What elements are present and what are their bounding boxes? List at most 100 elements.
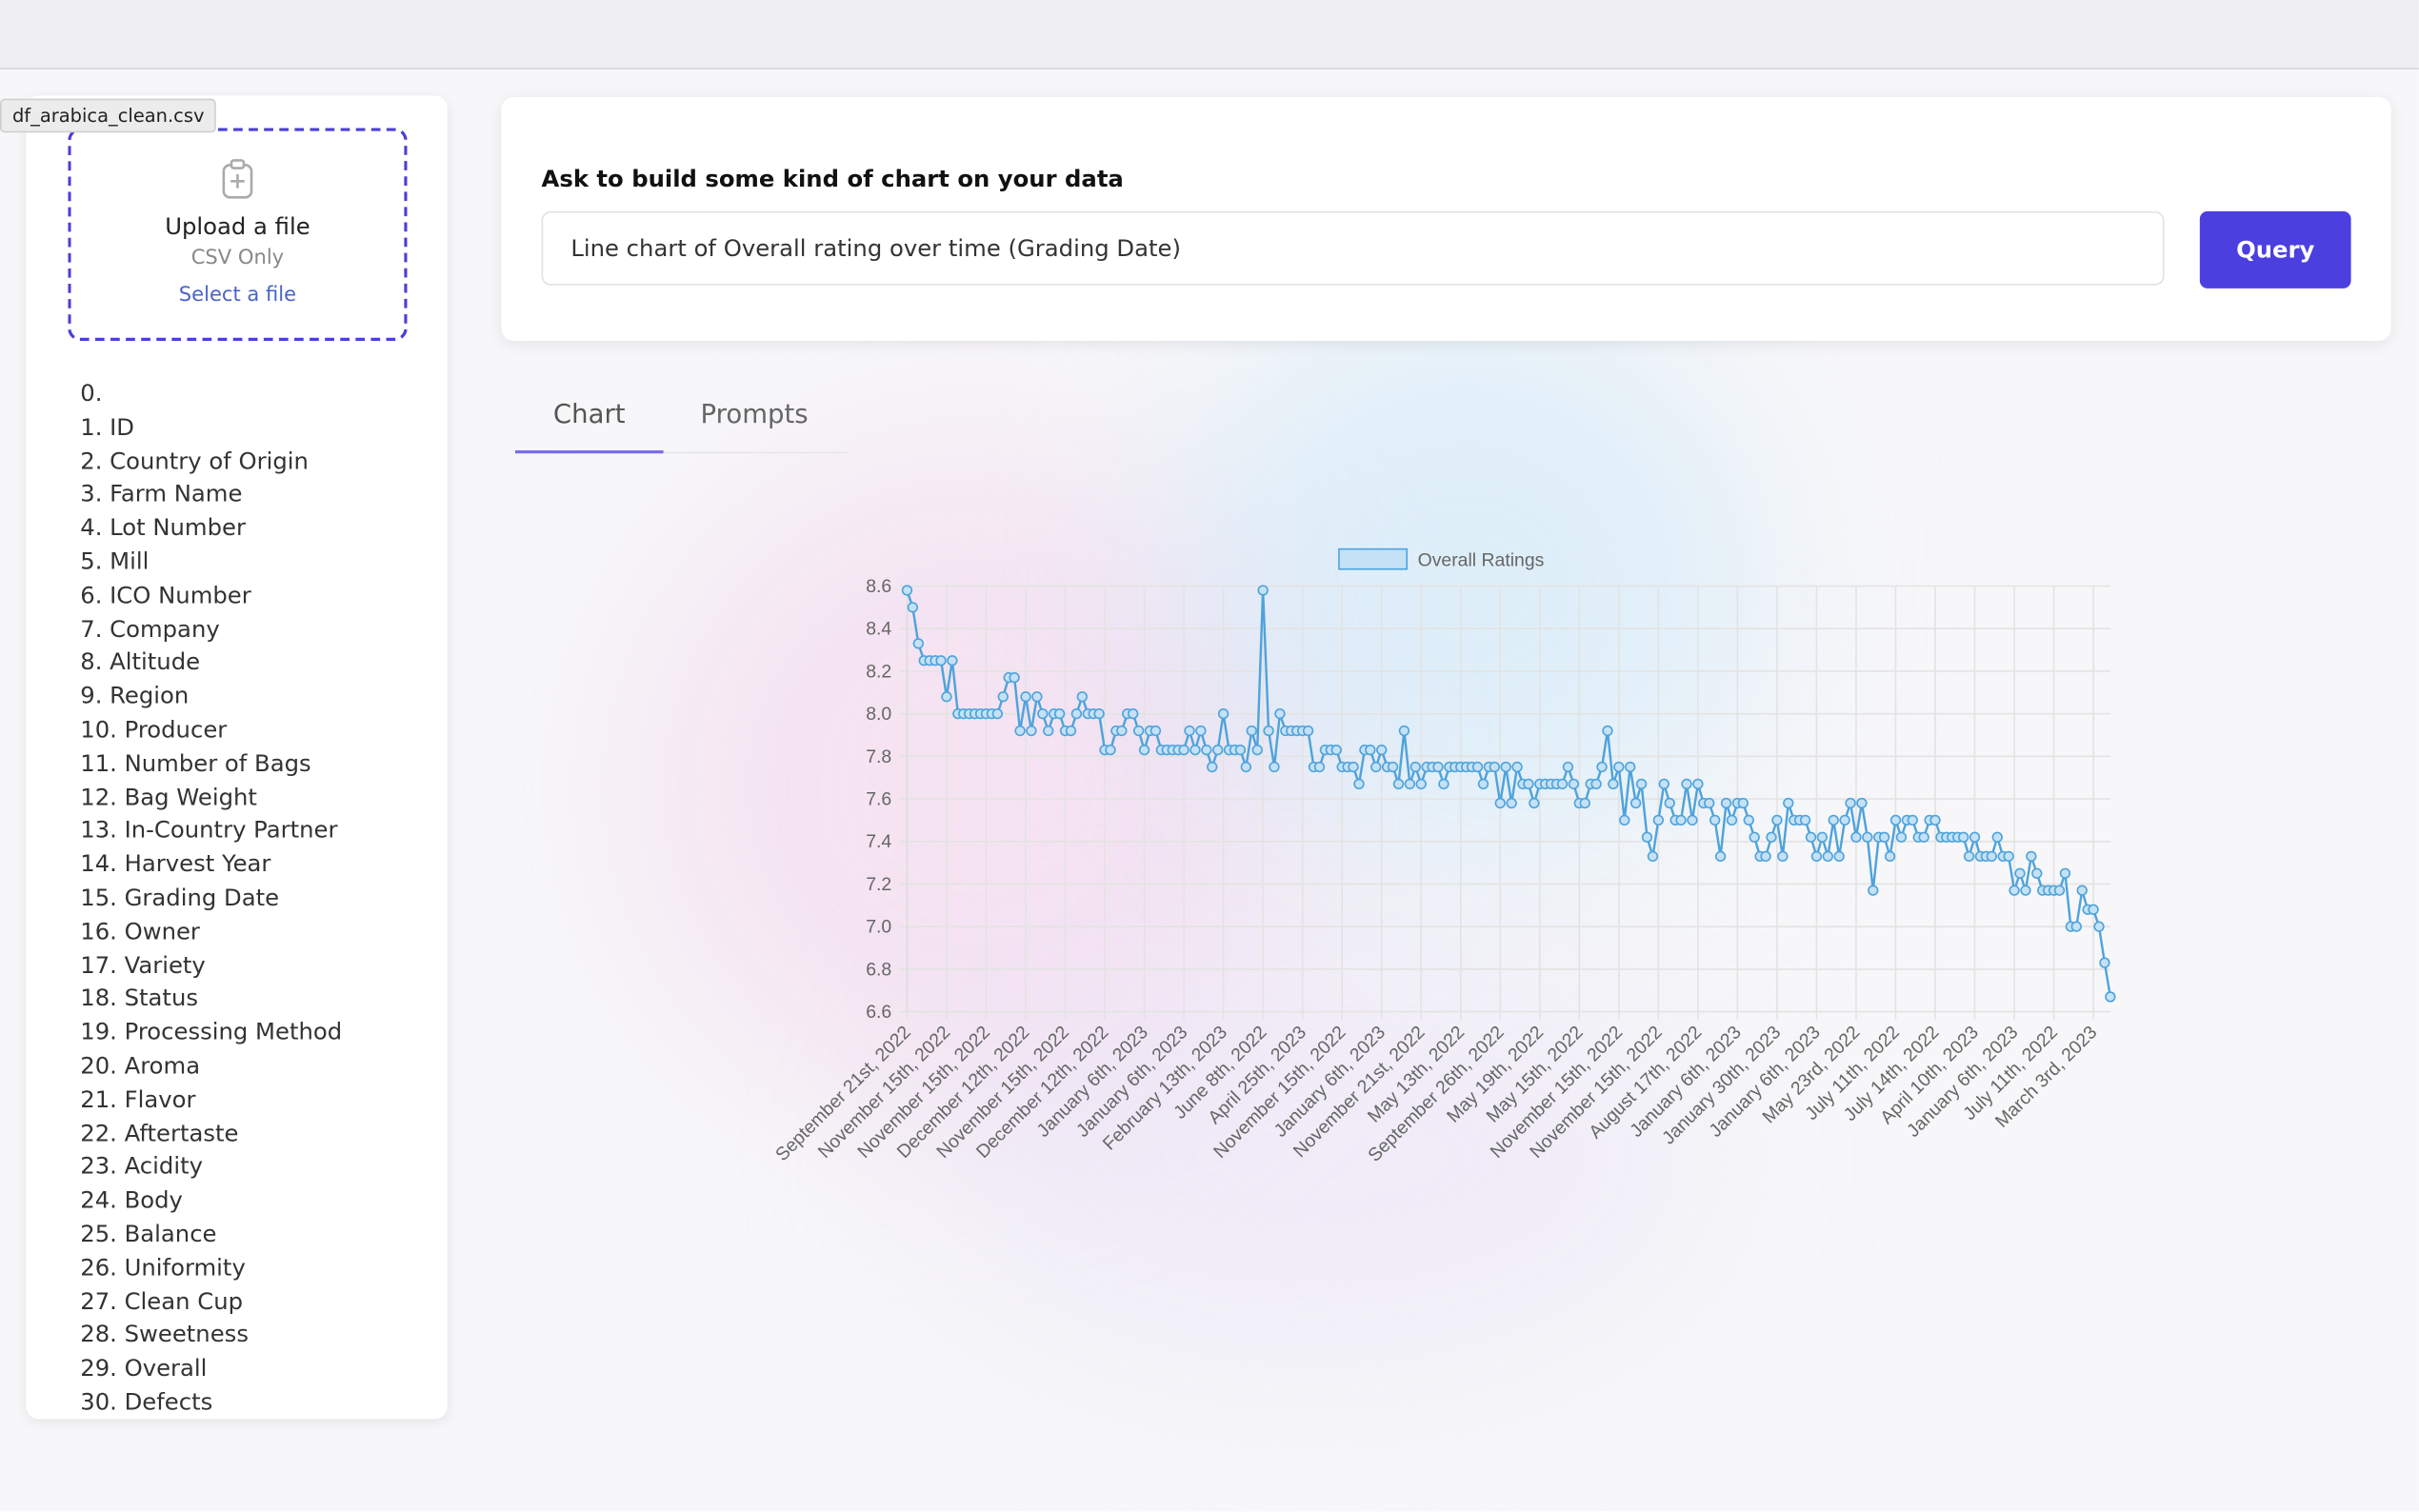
query-card: Ask to build some kind of chart on your … bbox=[501, 97, 2391, 341]
point bbox=[1907, 814, 1918, 826]
point bbox=[1500, 761, 1511, 773]
point bbox=[1212, 744, 1224, 756]
column-item: 18. Status bbox=[80, 984, 199, 1013]
point bbox=[1178, 744, 1190, 756]
point bbox=[2070, 921, 2082, 932]
point bbox=[1562, 761, 1574, 773]
upload-icon bbox=[222, 159, 253, 199]
point bbox=[1895, 831, 1908, 843]
upload-zone[interactable]: Upload a file CSV Only Select a file bbox=[68, 128, 408, 341]
point bbox=[1014, 725, 1026, 737]
point bbox=[1190, 744, 1201, 756]
point bbox=[1868, 885, 1879, 896]
query-button[interactable]: Query bbox=[2199, 210, 2351, 288]
column-item: 12. Bag Weight bbox=[80, 783, 257, 811]
column-item: 8. Altitude bbox=[80, 647, 201, 677]
column-list: 0. 1. ID 2. Country of Origin 3. Farm Name 4… bbox=[80, 378, 342, 1421]
point bbox=[1816, 831, 1829, 843]
point bbox=[1313, 761, 1326, 773]
file-tooltip: df_arabica_clean.csv bbox=[0, 98, 217, 133]
query-input[interactable]: Line chart of Overall rating over time (… bbox=[541, 210, 2165, 286]
point bbox=[1709, 814, 1721, 826]
point bbox=[2105, 991, 2116, 1003]
point bbox=[1856, 797, 1868, 809]
column-item: 1. ID bbox=[80, 412, 135, 441]
point bbox=[1392, 778, 1405, 790]
point bbox=[1234, 744, 1247, 756]
tab[interactable]: Prompts bbox=[700, 399, 809, 430]
column-item: 6. ICO Number bbox=[80, 581, 251, 609]
y-tick-label: 7.6 bbox=[866, 789, 891, 810]
point bbox=[1714, 850, 1727, 863]
point bbox=[1889, 814, 1902, 826]
point bbox=[1128, 707, 1139, 720]
point bbox=[1269, 761, 1280, 773]
point bbox=[912, 638, 924, 649]
point bbox=[1207, 761, 1218, 773]
point bbox=[1675, 814, 1687, 826]
point bbox=[1884, 850, 1896, 863]
series-line bbox=[906, 589, 2112, 998]
query-label: Ask to build some kind of chart on your … bbox=[541, 165, 1124, 193]
point bbox=[1432, 761, 1444, 773]
column-item: 21. Flavor bbox=[80, 1084, 196, 1114]
sidebar: Upload a file CSV Only Select a file 0. 1… bbox=[26, 95, 448, 1421]
point bbox=[941, 691, 952, 703]
column-item: 7. Company bbox=[80, 614, 220, 643]
point bbox=[1511, 761, 1523, 773]
point bbox=[1749, 831, 1760, 843]
select-file-link[interactable]: Select a file bbox=[178, 284, 297, 308]
point bbox=[1828, 814, 1839, 826]
point bbox=[1302, 725, 1314, 737]
point bbox=[1263, 725, 1274, 737]
point bbox=[1076, 691, 1088, 703]
point bbox=[1771, 814, 1783, 826]
point bbox=[1053, 707, 1066, 720]
point bbox=[1963, 850, 1975, 863]
point bbox=[1138, 744, 1150, 756]
point bbox=[1184, 725, 1195, 737]
point bbox=[2099, 957, 2110, 968]
point bbox=[1105, 744, 1116, 756]
background-glow bbox=[925, 956, 1697, 1358]
column-item: 11. Number of Bags bbox=[80, 748, 311, 777]
point bbox=[1348, 761, 1359, 773]
point bbox=[1031, 691, 1043, 703]
y-tick-label: 8.0 bbox=[866, 704, 891, 725]
point bbox=[1777, 850, 1789, 863]
point bbox=[1201, 744, 1212, 756]
point bbox=[1664, 797, 1675, 809]
column-item: 29. Overall bbox=[80, 1354, 208, 1383]
point bbox=[2031, 867, 2043, 879]
point bbox=[935, 655, 947, 666]
point bbox=[1246, 725, 1257, 737]
point bbox=[1760, 850, 1771, 863]
point bbox=[1415, 778, 1427, 790]
y-tick-label: 6.8 bbox=[866, 959, 891, 980]
point bbox=[1737, 797, 1749, 809]
point bbox=[2088, 904, 2099, 915]
y-tick-label: 7.4 bbox=[866, 831, 891, 852]
point bbox=[1353, 778, 1365, 790]
point bbox=[1850, 831, 1862, 843]
point bbox=[1240, 761, 1252, 773]
column-item: 19. Processing Method bbox=[80, 1018, 343, 1046]
point bbox=[1839, 814, 1850, 826]
point bbox=[1093, 707, 1105, 720]
point bbox=[1652, 814, 1665, 826]
tab[interactable]: Chart bbox=[515, 388, 664, 454]
point bbox=[1613, 761, 1625, 773]
point bbox=[1065, 725, 1077, 737]
point bbox=[2003, 850, 2014, 863]
column-item: 5. Mill bbox=[80, 547, 150, 576]
point bbox=[1957, 831, 1969, 843]
point bbox=[1833, 850, 1845, 863]
y-tick-label: 7.0 bbox=[866, 917, 891, 938]
point bbox=[2026, 850, 2037, 863]
point bbox=[1862, 831, 1873, 843]
point bbox=[2053, 885, 2066, 896]
point bbox=[2009, 885, 2020, 896]
point bbox=[1370, 761, 1382, 773]
